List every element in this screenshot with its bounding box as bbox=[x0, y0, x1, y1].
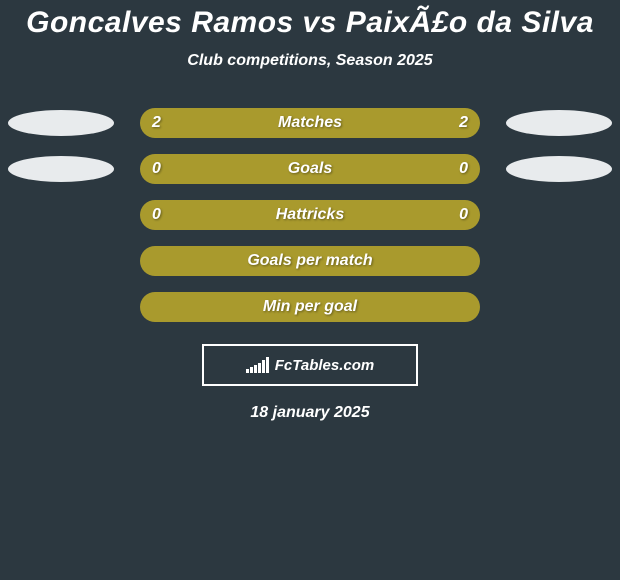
stats-list: Matches22Goals00Hattricks00Goals per mat… bbox=[0, 108, 620, 322]
branding-text: FcTables.com bbox=[275, 357, 374, 374]
stat-bar bbox=[140, 292, 480, 322]
stat-row: Hattricks00 bbox=[0, 200, 620, 230]
stat-value-right: 0 bbox=[459, 200, 468, 230]
date: 18 january 2025 bbox=[0, 404, 620, 422]
stat-value-right: 2 bbox=[459, 108, 468, 138]
stat-bar bbox=[140, 200, 480, 230]
page-title: Goncalves Ramos vs PaixÃ£o da Silva bbox=[0, 6, 620, 40]
stat-row: Matches22 bbox=[0, 108, 620, 138]
stat-row: Min per goal bbox=[0, 292, 620, 322]
player-right-ellipse bbox=[506, 156, 612, 182]
stat-value-left: 0 bbox=[152, 154, 161, 184]
branding-box: FcTables.com bbox=[202, 344, 418, 386]
player-left-ellipse bbox=[8, 110, 114, 136]
stat-row: Goals00 bbox=[0, 154, 620, 184]
player-right-ellipse bbox=[506, 110, 612, 136]
stat-row: Goals per match bbox=[0, 246, 620, 276]
stat-value-right: 0 bbox=[459, 154, 468, 184]
bar-chart-icon bbox=[246, 357, 269, 373]
player-left-ellipse bbox=[8, 156, 114, 182]
subtitle: Club competitions, Season 2025 bbox=[0, 52, 620, 70]
stat-bar bbox=[140, 246, 480, 276]
stat-bar bbox=[140, 108, 480, 138]
stat-bar bbox=[140, 154, 480, 184]
stat-value-left: 2 bbox=[152, 108, 161, 138]
stat-value-left: 0 bbox=[152, 200, 161, 230]
comparison-card: Goncalves Ramos vs PaixÃ£o da Silva Club… bbox=[0, 0, 620, 580]
